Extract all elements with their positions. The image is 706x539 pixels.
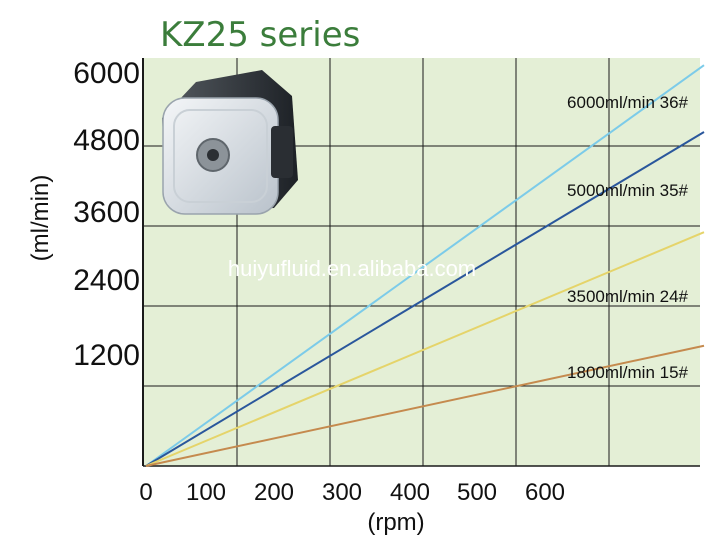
- x-tick-label: 500: [457, 479, 497, 506]
- series-label-2: 5000ml/min 35#: [567, 181, 689, 200]
- y-tick-labels: 1200 2400 3600 4800 6000: [73, 57, 140, 372]
- watermark: huiyufluid.en.alibaba.com: [228, 256, 476, 281]
- x-tick-label: 600: [525, 479, 565, 506]
- pump-latch: [271, 126, 293, 178]
- series-lines: [145, 64, 705, 467]
- pump-shaft: [207, 149, 219, 161]
- y-tick-label: 3600: [73, 196, 140, 229]
- series-label-1: 6000ml/min 36#: [567, 93, 689, 112]
- series-line-1: [145, 64, 705, 467]
- series-line-2: [145, 131, 705, 467]
- y-tick-label: 1200: [73, 339, 140, 372]
- x-tick-label: 300: [322, 479, 362, 506]
- grid: [143, 58, 700, 466]
- series-label-3: 3500ml/min 24#: [567, 287, 689, 306]
- x-tick-label: 100: [186, 479, 226, 506]
- y-tick-label: 6000: [73, 57, 140, 90]
- x-tick-labels: 0 100 200 300 400 500 600: [139, 479, 565, 506]
- y-axis-title: (ml/min): [27, 175, 54, 262]
- y-tick-label: 4800: [73, 124, 140, 157]
- series-line-4: [145, 344, 705, 467]
- series-label-4: 1800ml/min 15#: [567, 363, 689, 382]
- pump-inner-frame: [173, 109, 268, 203]
- series-labels: 6000ml/min 36# 5000ml/min 35# 3500ml/min 2…: [567, 93, 689, 382]
- x-axis-title: (rpm): [367, 509, 424, 536]
- axes: [142, 58, 700, 467]
- pump-image: [162, 70, 298, 215]
- series-line-3: [145, 231, 705, 467]
- y-tick-label: 2400: [73, 264, 140, 297]
- chart-title: KZ25 series: [160, 15, 360, 55]
- x-tick-label: 400: [390, 479, 430, 506]
- x-tick-label: 0: [139, 479, 152, 506]
- x-tick-label: 200: [254, 479, 294, 506]
